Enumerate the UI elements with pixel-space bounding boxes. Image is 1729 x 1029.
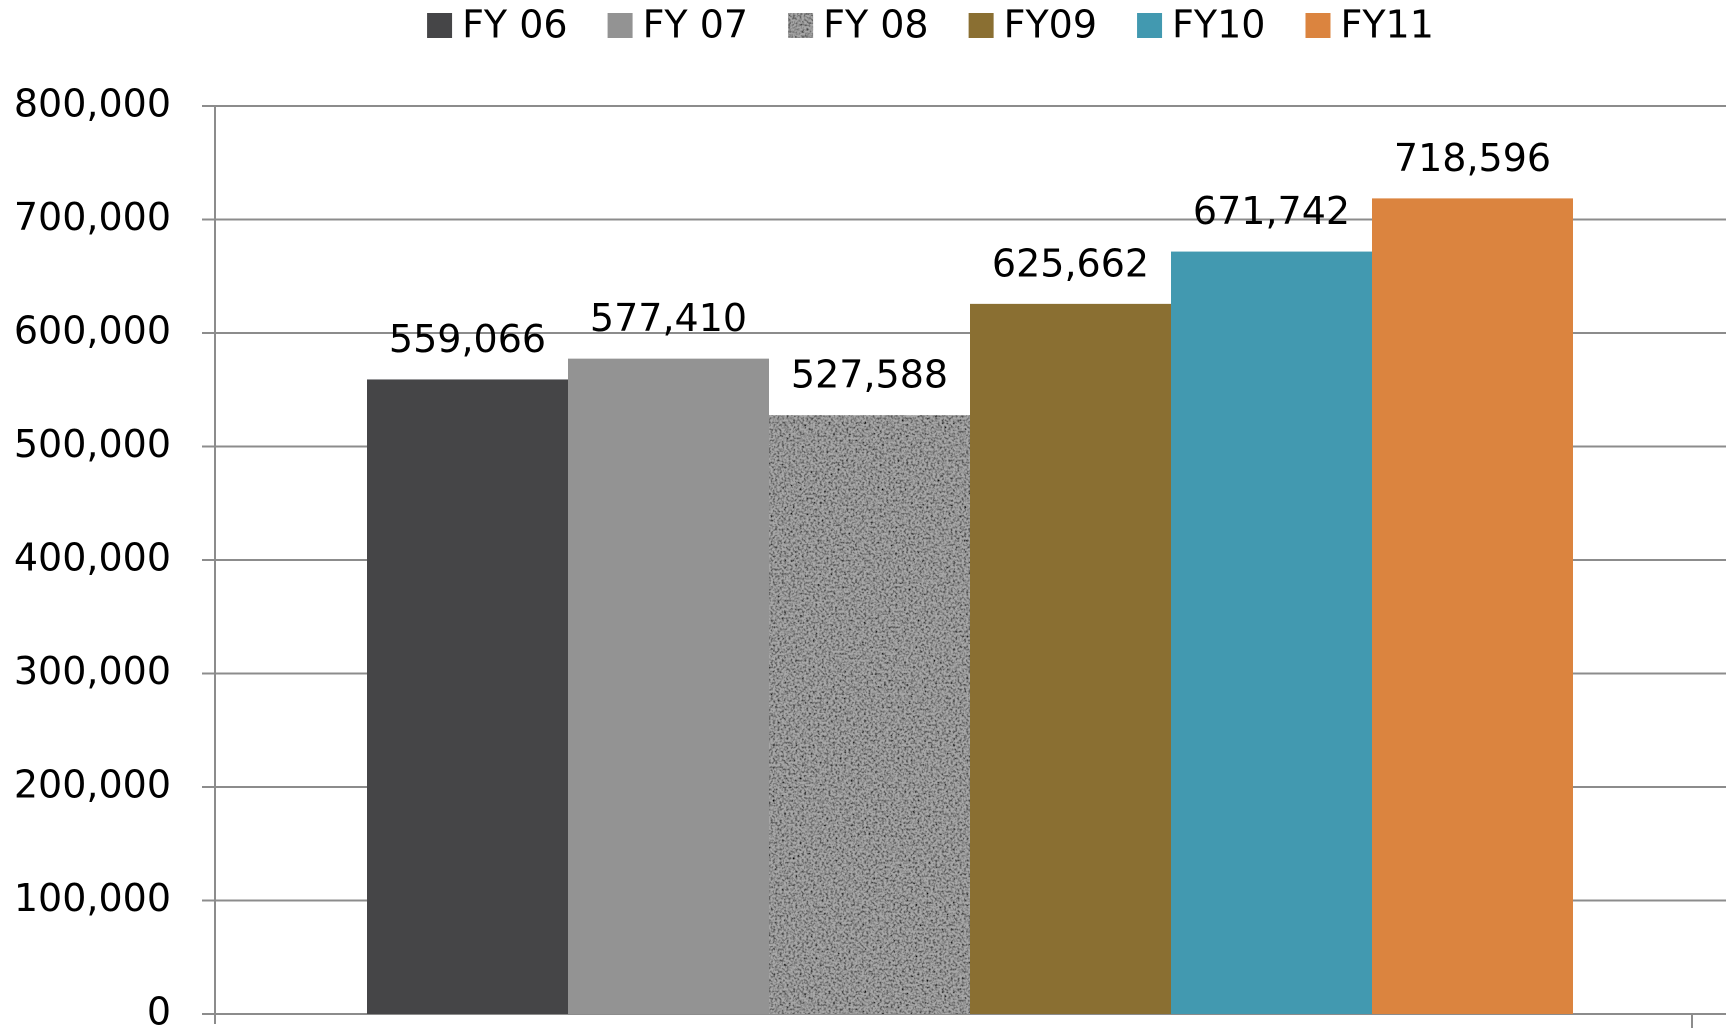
y-tick-label: 0 [147, 990, 171, 1029]
bar [769, 415, 970, 1014]
legend-label: FY09 [1004, 3, 1097, 47]
y-tick-label: 100,000 [14, 876, 171, 920]
legend-swatch [607, 13, 633, 38]
legend-swatch [788, 13, 814, 38]
data-label: 625,662 [992, 241, 1149, 285]
legend-swatch [427, 13, 453, 38]
legend-swatch [968, 13, 994, 38]
data-label: 527,588 [791, 353, 948, 397]
y-tick-label: 700,000 [14, 195, 171, 239]
legend-swatch [1305, 13, 1331, 38]
data-label: 559,066 [389, 317, 546, 361]
legend-label: FY 07 [643, 3, 749, 47]
y-tick-label: 600,000 [14, 309, 171, 353]
y-tick-label: 300,000 [14, 649, 171, 693]
data-label: 577,410 [590, 296, 747, 340]
y-tick-label: 200,000 [14, 763, 171, 807]
data-label: 671,742 [1193, 189, 1350, 233]
y-tick-label: 500,000 [14, 422, 171, 466]
legend-label: FY11 [1340, 3, 1433, 47]
legend-swatch [1137, 13, 1163, 38]
bar [1171, 251, 1372, 1015]
legend-label: FY10 [1172, 3, 1265, 47]
bar [1372, 198, 1573, 1014]
y-tick-label: 400,000 [14, 536, 171, 580]
bar [367, 379, 568, 1014]
legend-label: FY 06 [462, 3, 568, 47]
bar [970, 303, 1171, 1014]
y-tick-label: 800,000 [14, 82, 171, 126]
legend-label: FY 08 [823, 3, 929, 47]
bar [568, 358, 769, 1014]
data-label: 718,596 [1394, 136, 1551, 180]
